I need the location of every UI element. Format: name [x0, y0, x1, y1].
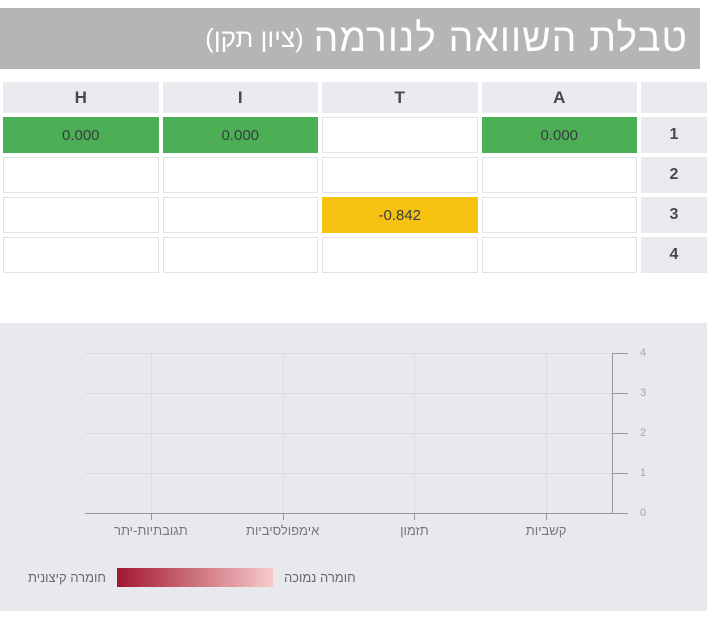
y-axis-tick: [613, 513, 628, 514]
table-cell: 0.000: [162, 117, 318, 153]
chart-panel: 4 3 2 1 0 קשביות תזמון אימפולסיביות תגוב…: [0, 323, 707, 611]
table-cell: -0.842: [322, 197, 478, 233]
page-title: טבלת השוואה לנורמה: [313, 16, 688, 60]
column-header-corner: [641, 82, 707, 113]
table-cell: [322, 237, 478, 273]
row-number: 4: [641, 237, 707, 273]
h-gridline: [85, 433, 612, 434]
x-axis-tick: [150, 514, 152, 520]
severity-gradient-bar: [116, 568, 273, 587]
table-cell: [162, 197, 318, 233]
y-tick-label: 1: [640, 467, 647, 479]
table-cell: 0.000: [481, 117, 637, 153]
table-cell: 0.000: [3, 117, 159, 153]
table-cell: [481, 157, 637, 193]
y-tick-label: 4: [640, 347, 647, 359]
severity-legend: חומרה קיצונית חומרה נמוכה: [28, 568, 356, 587]
table-cell: [162, 237, 318, 273]
legend-extreme-label: חומרה קיצונית: [28, 570, 106, 585]
x-category-label: תגובתיות-יתר: [114, 523, 188, 538]
x-category-label: קשביות: [525, 523, 567, 538]
table-cell: [322, 157, 478, 193]
x-category-label: אימפולסיביות: [245, 523, 320, 538]
title-bar: טבלת השוואה לנורמה (ציון תקן): [0, 8, 700, 69]
y-axis-tick: [613, 433, 628, 434]
x-category-label: תזמון: [400, 523, 429, 538]
x-axis-tick: [282, 514, 284, 520]
y-axis-tick: [613, 473, 628, 474]
table-cell: [162, 157, 318, 193]
v-gridline: [414, 353, 416, 513]
norm-comparison-table: H I T A 0.000 0.000 0.000 1 2 -0.842 3 4: [3, 82, 707, 273]
table-cell: [3, 157, 159, 193]
column-header-i: I: [162, 82, 318, 113]
table-cell: [3, 197, 159, 233]
legend-low-label: חומרה נמוכה: [283, 570, 356, 585]
column-header-t: T: [322, 82, 478, 113]
y-axis-tick: [613, 353, 628, 354]
y-tick-label: 3: [640, 387, 647, 399]
v-gridline: [150, 353, 152, 513]
plot-area: 4 3 2 1 0 קשביות תזמון אימפולסיביות תגוב…: [85, 347, 646, 538]
y-tick-label: 2: [640, 427, 647, 439]
row-number: 3: [641, 197, 707, 233]
table-cell: [481, 197, 637, 233]
v-gridline: [282, 353, 284, 513]
h-gridline: [85, 393, 612, 394]
y-tick-label: 0: [640, 507, 647, 519]
table-cell: [322, 117, 478, 153]
h-gridline: [85, 353, 612, 354]
x-axis-tick: [414, 514, 416, 520]
column-header-a: A: [481, 82, 637, 113]
y-axis-tick: [613, 393, 628, 394]
row-number: 2: [641, 157, 707, 193]
row-number: 1: [641, 117, 707, 153]
v-gridline: [546, 353, 548, 513]
table-cell: [3, 237, 159, 273]
column-header-h: H: [3, 82, 159, 113]
h-gridline: [85, 473, 612, 474]
table-cell: [481, 237, 637, 273]
page-title-suffix: (ציון תקן): [205, 23, 304, 53]
x-axis-tick: [546, 514, 548, 520]
